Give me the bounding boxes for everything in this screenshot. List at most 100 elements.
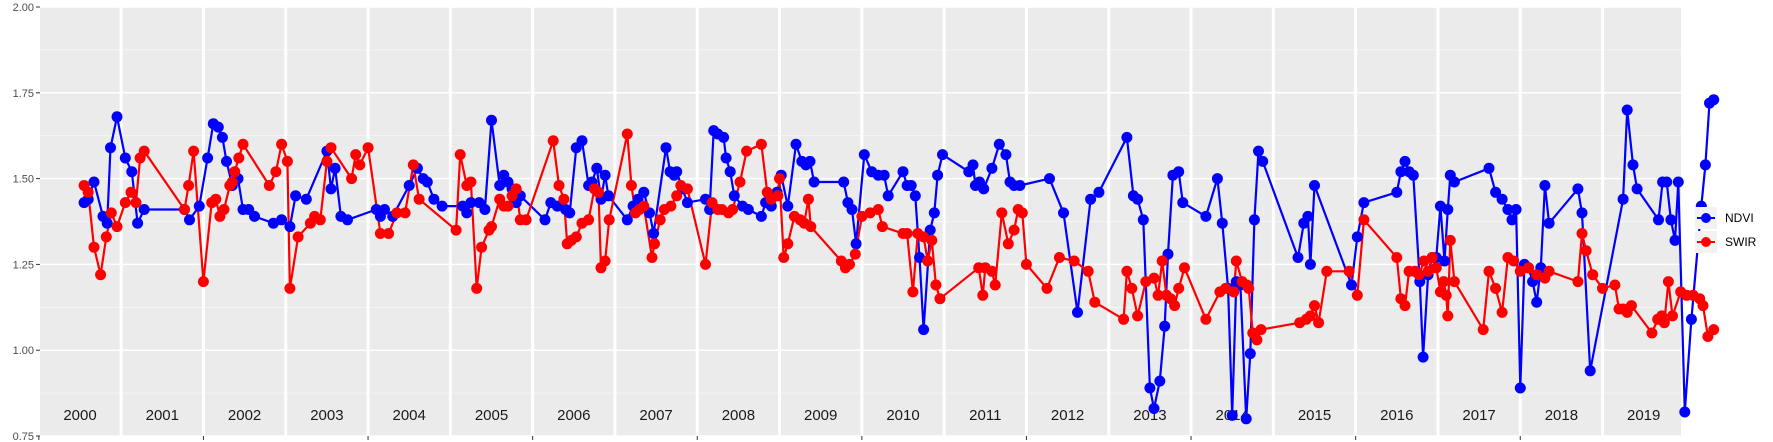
ndvi-data-point: [897, 166, 909, 178]
ndvi-data-point: [1302, 210, 1314, 222]
swir-data-point: [583, 214, 595, 226]
ndvi-data-point: [461, 207, 473, 219]
swir-data-point: [1444, 234, 1456, 246]
swir-data-point: [599, 255, 611, 267]
swir-data-point: [454, 149, 466, 161]
ndvi-data-point: [1576, 207, 1588, 219]
swir-data-point: [1008, 224, 1020, 236]
ndvi-data-point: [1014, 180, 1026, 191]
legend: NDVI SWIR: [1695, 207, 1757, 253]
swir-data-point: [520, 214, 532, 226]
ndvi-data-point: [1417, 351, 1429, 363]
swir-data-point: [1321, 265, 1333, 277]
ndvi-data-point: [1154, 375, 1166, 387]
ndvi-data-point: [1292, 252, 1304, 263]
swir-data-point: [105, 207, 117, 219]
ndvi-data-point: [742, 204, 754, 215]
swir-data-point: [95, 269, 107, 281]
swir-data-point: [593, 186, 604, 198]
swir-data-point: [111, 221, 123, 233]
ndvi-data-point: [621, 214, 633, 226]
swir-data-point: [989, 279, 1001, 291]
ndvi-data-point: [1044, 173, 1055, 185]
swir-data-point: [502, 200, 514, 212]
swir-data-point: [1658, 317, 1670, 329]
ndvi-data-point: [1132, 193, 1144, 205]
year-label: 2019: [1627, 407, 1660, 424]
swir-data-point: [1121, 265, 1133, 277]
ndvi-data-point: [850, 238, 862, 250]
ndvi-data-point: [1072, 306, 1083, 318]
ndvi-data-point: [1502, 204, 1514, 215]
swir-data-point: [1708, 324, 1720, 336]
ndvi-data-point: [111, 111, 123, 123]
ndvi-data-point: [638, 186, 650, 198]
swir-data-point: [1477, 324, 1489, 336]
swir-data-point: [350, 149, 362, 161]
swir-data-point: [625, 180, 637, 191]
swir-data-point: [270, 166, 282, 178]
swir-data-point: [263, 180, 275, 191]
swir-data-point: [1220, 282, 1232, 294]
ndvi-data-point: [978, 183, 990, 195]
legend-key-marker: [1701, 213, 1711, 223]
ndvi-data-point: [1708, 94, 1720, 106]
swir-data-point: [179, 204, 190, 215]
ndvi-data-point: [325, 183, 337, 195]
ndvi-data-point: [1669, 234, 1681, 246]
swir-data-point: [996, 207, 1008, 219]
ndvi-data-point: [138, 204, 150, 215]
ndvi-data-point: [1148, 403, 1160, 414]
legend-key-marker: [1701, 237, 1711, 247]
ndvi-data-point: [1144, 382, 1156, 394]
swir-data-point: [1646, 327, 1658, 339]
swir-data-point: [362, 142, 374, 154]
ndvi-data-point: [486, 114, 497, 126]
swir-data-point: [918, 231, 930, 243]
swir-data-point: [284, 282, 296, 294]
swir-data-point: [700, 258, 711, 270]
swir-data-point: [218, 204, 230, 215]
ndvi-data-point: [436, 200, 448, 212]
swir-data-point: [1413, 269, 1425, 281]
swir-data-point: [1358, 214, 1370, 226]
swir-data-point: [778, 252, 790, 263]
swir-data-point: [856, 210, 868, 222]
swir-data-point: [1020, 258, 1032, 270]
ndvi-data-point: [808, 176, 820, 188]
ndvi-data-point: [1200, 210, 1212, 222]
swir-data-point: [1173, 282, 1185, 294]
swir-data-point: [1002, 238, 1014, 250]
year-label: 2007: [639, 407, 672, 424]
year-label: 2006: [557, 407, 590, 424]
ndvi-data-point: [728, 190, 740, 202]
ndvi-data-point: [681, 197, 693, 209]
ndvi-data-point: [1159, 320, 1171, 332]
ndvi-data-point: [379, 204, 390, 215]
swir-data-point: [471, 282, 483, 294]
ndvi-data-point: [539, 214, 551, 226]
ndvi-data-point: [1496, 193, 1508, 205]
ndvi-data-point: [1226, 409, 1238, 421]
swir-data-point: [399, 207, 411, 219]
swir-data-point: [188, 145, 200, 157]
swir-data-point: [1440, 289, 1452, 301]
swir-data-point: [1089, 296, 1101, 308]
swir-data-point: [1587, 269, 1599, 281]
swir-data-point: [1391, 252, 1403, 263]
swir-data-point: [844, 258, 855, 270]
ndvi-data-point: [1539, 180, 1551, 191]
swir-data-point: [1313, 317, 1325, 329]
ndvi-data-point: [1058, 207, 1069, 219]
year-label: 2000: [63, 407, 96, 424]
year-label: 2002: [228, 407, 261, 424]
swir-data-point: [1543, 265, 1555, 277]
swir-data-point: [1016, 207, 1028, 219]
ndvi-data-point: [1672, 176, 1684, 188]
ndvi-data-point: [184, 214, 195, 226]
y-axis: 0.75 1.00 1.25 1.50 1.75 2.00: [13, 2, 40, 442]
ndvi-data-point: [1137, 214, 1149, 226]
swir-data-point: [1132, 310, 1144, 322]
ndvi-data-point: [924, 224, 936, 236]
